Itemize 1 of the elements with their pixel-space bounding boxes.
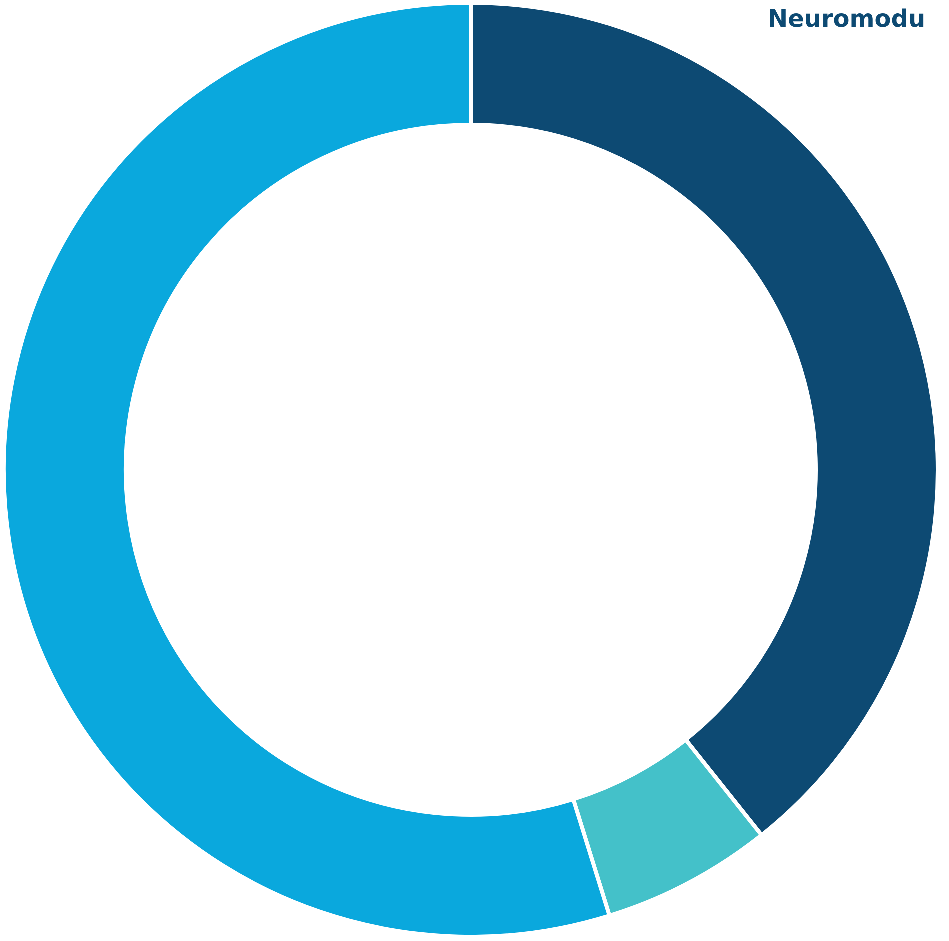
slice-label: Neuromodu [768,5,926,33]
